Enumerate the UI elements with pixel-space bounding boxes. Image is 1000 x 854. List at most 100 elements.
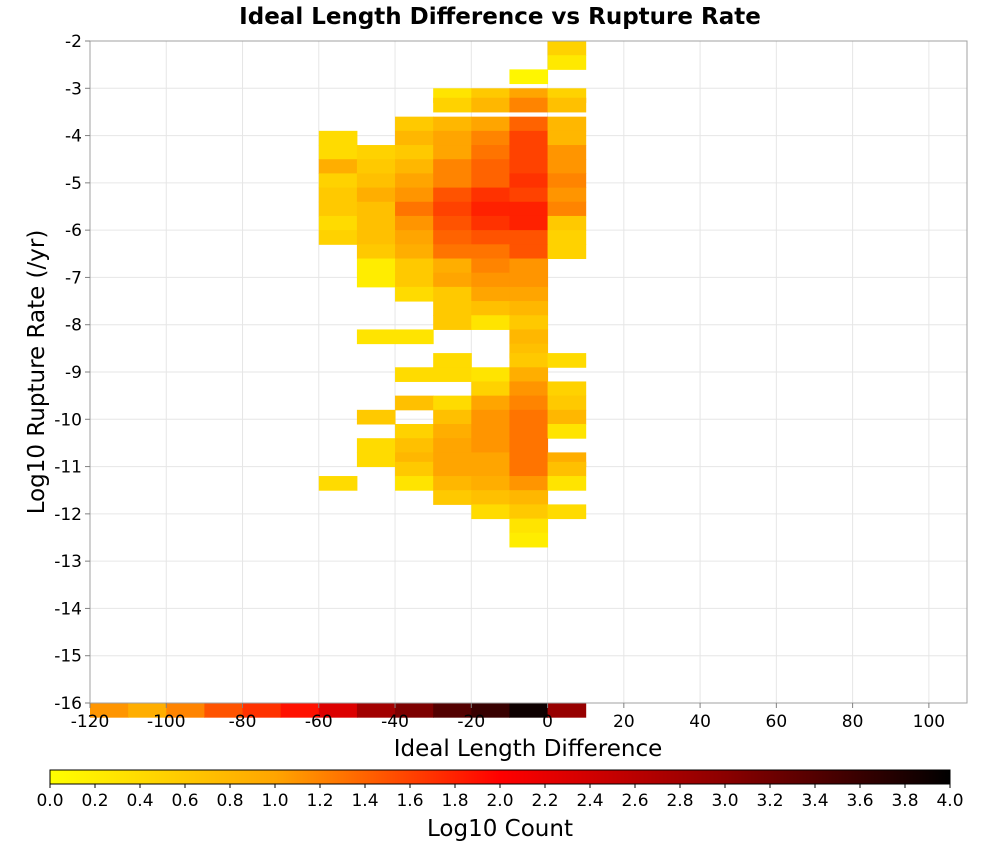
- heatmap-cell: [395, 286, 434, 302]
- colorbar-tick-label: 3.2: [756, 791, 783, 811]
- heatmap-cell: [509, 476, 549, 491]
- colorbar-ticks: 0.0 0.2 0.4 0.6 0.8 1.0 1.2 1.4 1.6 1.8 2.0 2.2 2.4 2…: [36, 784, 964, 811]
- heatmap-cell: [547, 41, 587, 56]
- heatmap-cell: [318, 187, 358, 203]
- heatmap-cell: [509, 258, 549, 274]
- heatmap-cell: [509, 244, 549, 260]
- heatmap-cell: [356, 258, 396, 274]
- heatmap-cell: [471, 187, 510, 203]
- heatmap-cells: [90, 41, 587, 718]
- y-tick-label: -4: [65, 127, 82, 147]
- heatmap-cell: [433, 703, 472, 718]
- heatmap-cell: [318, 173, 358, 189]
- heatmap-cell: [395, 215, 434, 231]
- heatmap-cell: [547, 461, 587, 477]
- heatmap-cell: [509, 315, 549, 330]
- heatmap-cell: [318, 703, 358, 718]
- heatmap-cell: [547, 230, 587, 245]
- heatmap-cell: [547, 215, 587, 231]
- heatmap-cell: [356, 272, 396, 288]
- heatmap-cell: [395, 367, 434, 382]
- heatmap-cell: [471, 201, 510, 217]
- heatmap-cell: [356, 187, 396, 203]
- heatmap-cell: [471, 703, 510, 718]
- colorbar: [49, 769, 951, 785]
- colorbar-tick-label: 1.8: [441, 791, 468, 811]
- colorbar-tick-label: 2.2: [531, 791, 558, 811]
- y-tick-label: -14: [54, 599, 82, 619]
- heatmap-cell: [471, 395, 510, 411]
- heatmap-cell: [395, 159, 434, 174]
- heatmap-cell: [433, 244, 472, 260]
- heatmap-cell: [433, 409, 472, 425]
- heatmap-cell: [433, 438, 472, 453]
- heatmap-cell: [433, 286, 472, 302]
- colorbar-tick-label: 2.6: [621, 791, 648, 811]
- chart-title: Ideal Length Difference vs Rupture Rate: [239, 4, 761, 30]
- colorbar-tick-label: 0.6: [171, 791, 198, 811]
- x-tick-label: -60: [305, 712, 333, 732]
- heatmap-cell: [471, 272, 510, 288]
- heatmap-cell: [471, 173, 510, 189]
- heatmap-cell: [395, 395, 434, 411]
- heatmap-cell: [433, 116, 472, 132]
- heatmap-cell: [509, 187, 549, 203]
- heatmap-cell: [395, 244, 434, 260]
- y-tick-label: -12: [54, 505, 82, 525]
- heatmap-cell: [471, 424, 510, 439]
- heatmap-cell: [318, 130, 358, 146]
- heatmap-cell: [395, 230, 434, 245]
- y-tick-label: -3: [65, 79, 82, 99]
- heatmap-cell: [395, 272, 434, 288]
- heatmap-cell: [471, 301, 510, 316]
- heatmap-cell: [395, 116, 434, 132]
- heatmap-cell: [356, 215, 396, 231]
- heatmap-cell: [547, 244, 587, 260]
- heatmap-cell: [356, 201, 396, 217]
- heatmap-cell: [509, 215, 549, 231]
- colorbar-tick-label: 0.2: [81, 791, 108, 811]
- heatmap-cell: [471, 97, 510, 113]
- colorbar-tick-label: 2.4: [576, 791, 603, 811]
- heatmap-cell: [433, 130, 472, 146]
- heatmap-cell: [471, 258, 510, 274]
- heatmap-cell: [547, 116, 587, 132]
- colorbar-tick-label: 0.8: [216, 791, 243, 811]
- colorbar-tick-label: 0.0: [36, 791, 63, 811]
- heatmap-cell: [433, 272, 472, 288]
- y-axis-label: Log10 Rupture Rate (/yr): [24, 230, 50, 515]
- heatmap-cell: [395, 258, 434, 274]
- heatmap-cell: [395, 145, 434, 160]
- heatmap-cell: [433, 490, 472, 505]
- heatmap-cell: [356, 173, 396, 189]
- heatmap-cell: [433, 97, 472, 113]
- heatmap-cell: [547, 476, 587, 491]
- heatmap-cell: [547, 55, 587, 70]
- x-tick-label: -20: [457, 712, 485, 732]
- colorbar-tick-label: 4.0: [936, 791, 963, 811]
- colorbar-tick-label: 0.4: [126, 791, 153, 811]
- x-tick-label: 20: [613, 712, 635, 732]
- heatmap-cell: [433, 201, 472, 217]
- heatmap-cell: [547, 201, 587, 217]
- heatmap-cell: [433, 353, 472, 368]
- heatmap-cell: [509, 329, 549, 345]
- heatmap-cell: [471, 130, 510, 146]
- y-tick-label: -11: [54, 458, 82, 478]
- y-tick-label: -15: [54, 647, 82, 667]
- heatmap-cell: [547, 381, 587, 397]
- heatmap-cell: [547, 504, 587, 520]
- heatmap-cell: [433, 187, 472, 203]
- heatmap-cell: [547, 409, 587, 425]
- heatmap-cell: [395, 173, 434, 189]
- heatmap-cell: [395, 461, 434, 477]
- heatmap-cell: [509, 301, 549, 316]
- x-tick-label: -120: [71, 712, 110, 732]
- heatmap-cell: [509, 518, 549, 534]
- heatmap-cell: [509, 461, 549, 477]
- colorbar-tick-label: 3.8: [891, 791, 918, 811]
- heatmap-cell: [433, 424, 472, 439]
- heatmap-cell: [547, 353, 587, 368]
- heatmap-cell: [318, 476, 358, 491]
